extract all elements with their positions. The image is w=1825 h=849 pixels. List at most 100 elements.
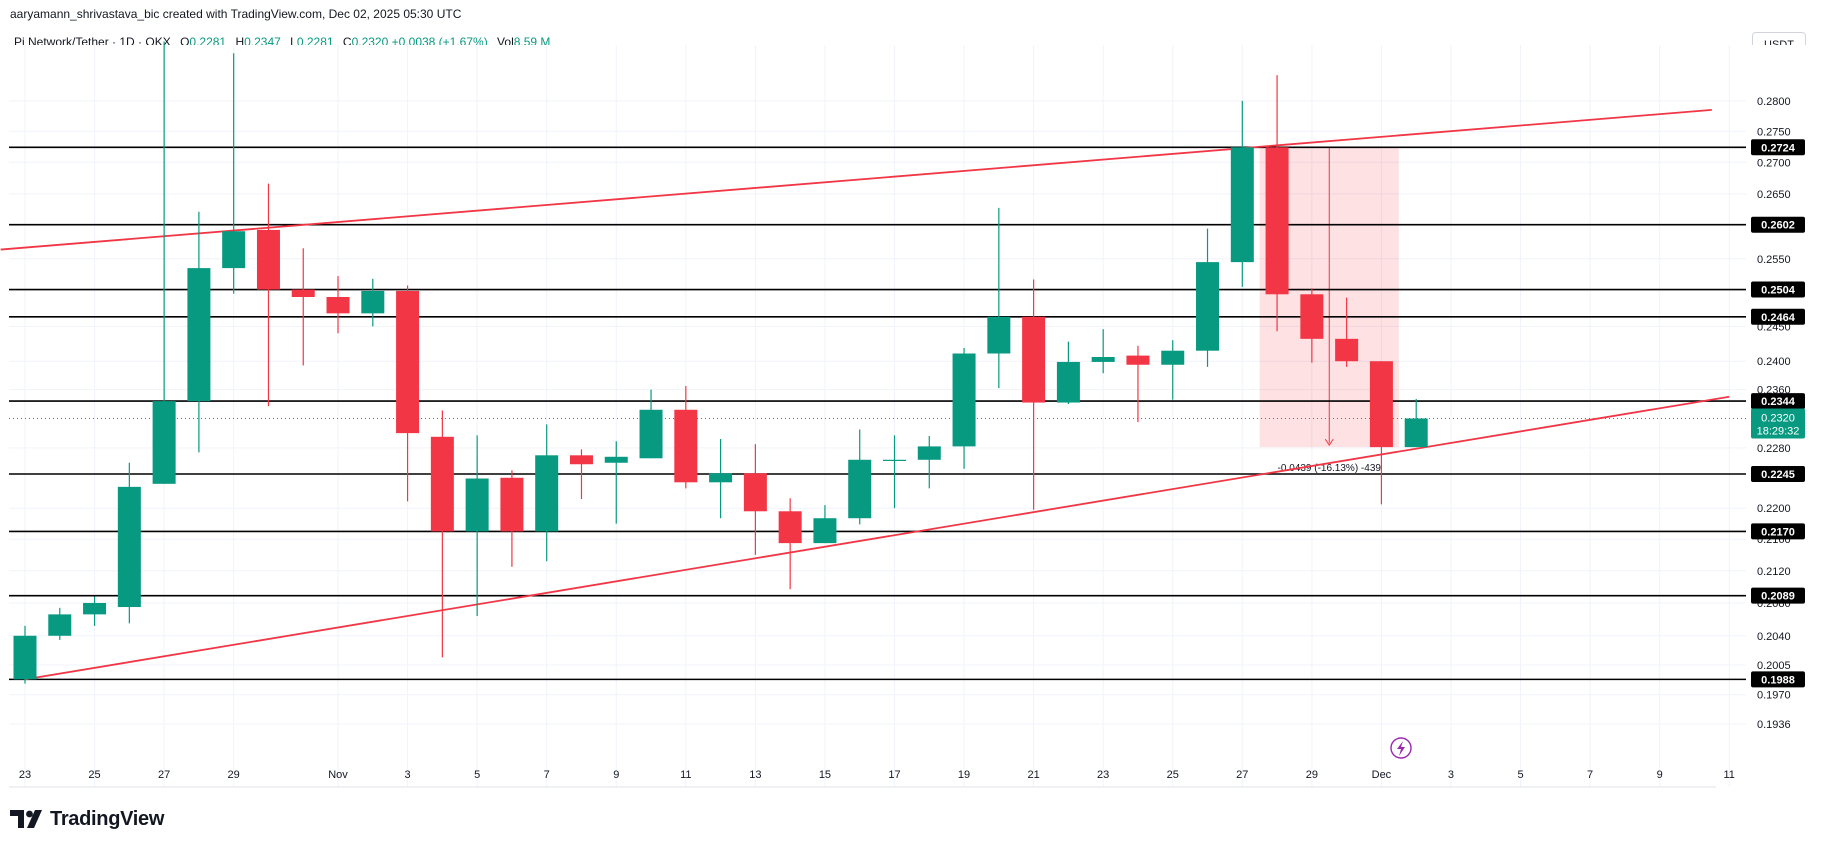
candle-body [952,353,976,447]
flash-icon[interactable] [1390,737,1412,759]
candle-body [222,231,246,269]
level-price-label: 0.2602 [1761,220,1795,232]
candle-body [709,473,733,483]
candle[interactable] [361,278,385,327]
candle-body [152,401,176,484]
candle[interactable] [987,207,1011,389]
chart-pane-background [9,45,1746,787]
candle-body [117,486,141,608]
candle-body [13,635,37,680]
price-tick-label: 0.2700 [1757,157,1791,169]
time-axis: 23 25 27 29 Nov 3 5 7 9 11 13 15 17 19 21 23 25 27 29 Dec 3 5… [19,769,1735,781]
level-price-tag[interactable] [1751,587,1805,604]
level-price-tag[interactable] [1751,523,1805,540]
candle[interactable] [83,596,107,626]
candle[interactable] [48,607,72,640]
time-tick-label: 17 [888,769,900,781]
candle[interactable] [743,444,767,555]
trendline[interactable] [24,395,1730,681]
tradingview-logo[interactable]: TradingView [10,807,164,831]
candle-body [430,436,454,532]
candle[interactable] [1056,341,1080,404]
candle[interactable] [1091,329,1115,374]
candle-body [48,614,72,636]
candle-body [1196,262,1220,351]
candle[interactable] [674,386,698,489]
candle[interactable] [569,449,593,500]
candle[interactable] [848,429,872,525]
candle[interactable] [639,389,663,459]
price-tick-label: 0.2650 [1757,189,1791,201]
candle[interactable] [813,505,837,544]
candle[interactable] [1196,228,1220,367]
current-price-label: 0.2320 [1761,412,1795,424]
candle[interactable] [430,410,454,658]
tradingview-mark-icon [10,810,42,828]
time-tick-label: 25 [88,769,100,781]
high-label: H [235,35,245,49]
time-tick-label: 19 [958,769,970,781]
time-tick-label: 27 [158,769,170,781]
time-tick-label: 5 [1517,769,1523,781]
level-price-label: 0.2170 [1761,526,1795,538]
trendlines [0,108,1730,681]
time-tick-label: Dec [1372,769,1392,781]
candle[interactable] [778,498,802,590]
candle-body [1056,361,1080,403]
candle[interactable] [465,435,489,617]
level-price-tag[interactable] [1751,393,1805,410]
candle[interactable] [604,441,628,524]
close-label: C [342,35,352,49]
candle[interactable] [1265,75,1289,332]
candle[interactable] [187,211,211,453]
candle-body [291,289,315,297]
candle[interactable] [1335,297,1359,367]
candle[interactable] [917,436,941,489]
candle[interactable] [1022,279,1046,510]
level-price-tag[interactable] [1751,308,1805,325]
time-tick-label: 29 [228,769,240,781]
candle[interactable] [535,424,559,562]
candle[interactable] [13,625,37,684]
measure-label: -0.0439 (-16.13%) -439 [1278,463,1382,474]
level-price-label: 0.2464 [1761,312,1796,324]
open-label: O [180,35,190,49]
trendline[interactable] [0,108,1712,251]
candle[interactable] [396,285,420,502]
horizontal-levels [9,146,1746,681]
candle[interactable] [500,470,524,567]
price-tick-label: 0.2550 [1757,254,1791,266]
level-price-tag[interactable] [1751,281,1805,298]
level-price-tag[interactable] [1751,139,1805,156]
candle[interactable] [1161,340,1185,400]
level-price-tag[interactable] [1751,216,1805,233]
candle-body [1091,357,1115,362]
candle-body [1161,350,1185,365]
candle[interactable] [117,462,141,624]
candle[interactable] [326,276,350,334]
candle[interactable] [222,53,246,294]
candle[interactable] [256,183,280,407]
candle[interactable] [291,248,315,366]
candle[interactable] [1230,100,1254,287]
time-tick-label: 25 [1167,769,1179,781]
candle[interactable] [1369,361,1393,505]
level-price-tag[interactable] [1751,671,1805,688]
price-tick-label: 0.2400 [1757,356,1791,368]
candle-body [361,290,385,314]
price-tick-label: 0.2800 [1757,96,1791,108]
candle[interactable] [1404,398,1428,448]
candle[interactable] [152,41,176,484]
candle[interactable] [1126,345,1150,423]
candle[interactable] [1300,288,1324,363]
candle[interactable] [883,435,906,509]
time-tick-label: 13 [749,769,761,781]
candle[interactable] [952,347,976,469]
candle-body [569,455,593,465]
price-tick-label: 0.2040 [1757,631,1791,643]
candle-body [778,511,802,544]
level-price-tag[interactable] [1751,466,1805,483]
candle[interactable] [709,439,733,519]
current-price-tag[interactable] [1751,408,1805,439]
